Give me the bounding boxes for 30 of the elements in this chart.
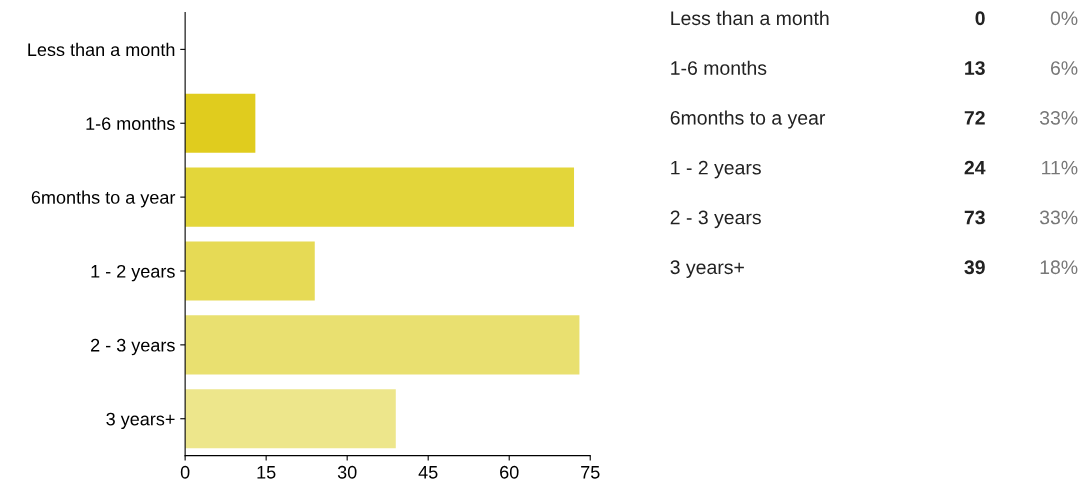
text: 33%	[1039, 210, 1078, 225]
x-tick-label: 0	[180, 465, 190, 479]
x-tick-label: 15	[257, 466, 276, 479]
category-label: 1-6 months	[671, 60, 767, 75]
text: 73	[964, 210, 985, 225]
x-tick-label: 30	[337, 465, 357, 479]
y-tick-label: 1-6 months	[86, 116, 175, 130]
category-label: Less than a month	[671, 10, 829, 26]
text: 0	[975, 11, 985, 26]
text: 6%	[1050, 61, 1078, 75]
category-label: 3 years+	[670, 260, 744, 278]
text: 24	[964, 160, 986, 175]
text: 11%	[1042, 160, 1078, 175]
x-tick-label: 45	[418, 466, 438, 479]
text: 0%	[1050, 11, 1078, 26]
x-tick-label: 60	[500, 465, 519, 479]
category-label: 1 - 2 years	[671, 160, 761, 179]
y-tick-label: 6months to a year	[31, 190, 176, 208]
y-tick-label: 2 - 3 years	[91, 338, 175, 356]
x-tick-label: 75	[581, 466, 600, 479]
y-tick-label: Less than a month	[28, 42, 175, 57]
y-tick-label: 1 - 2 years	[91, 264, 175, 282]
category-label: 6months to a year	[670, 110, 826, 129]
text: 18%	[1040, 260, 1078, 275]
text: 39	[964, 260, 985, 275]
text: 72	[964, 110, 985, 125]
y-tick-label: 3 years+	[106, 412, 175, 430]
text: 33%	[1039, 110, 1078, 125]
category-label: 2 - 3 years	[670, 210, 761, 229]
text: 13	[965, 61, 985, 75]
